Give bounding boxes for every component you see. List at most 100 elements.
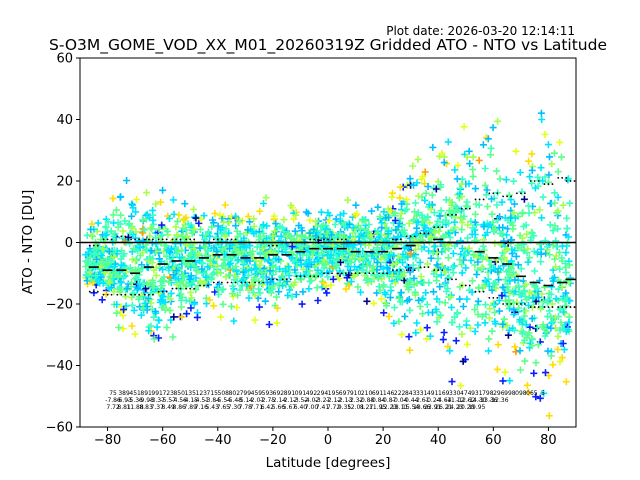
lower-percentile-dot <box>391 269 394 272</box>
data-point <box>416 303 424 310</box>
lower-percentile-dot <box>130 293 133 296</box>
data-point <box>475 284 483 292</box>
lower-percentile-dot <box>203 284 205 287</box>
data-point <box>398 200 406 208</box>
data-point <box>240 234 248 242</box>
data-point <box>548 283 556 291</box>
x-tick-label: −20 <box>259 433 286 448</box>
data-point <box>532 324 540 332</box>
data-point <box>137 311 145 319</box>
x-tick-label: −40 <box>204 433 231 448</box>
upper-percentile-dot <box>138 238 141 241</box>
data-point <box>186 251 194 259</box>
data-point <box>415 296 423 304</box>
data-point <box>225 219 233 227</box>
data-point <box>323 229 331 237</box>
upper-percentile-dot <box>506 195 509 198</box>
data-point <box>551 149 558 157</box>
data-point <box>132 274 140 281</box>
data-point <box>545 171 553 179</box>
data-point <box>430 288 437 296</box>
y-axis-label: ATO - NTO [DU] <box>20 190 36 295</box>
data-point <box>121 272 129 280</box>
data-point <box>291 227 299 235</box>
data-point <box>225 261 233 269</box>
data-point <box>533 284 541 292</box>
lower-percentile-dot <box>382 272 385 275</box>
bin-annotation-row3: 7.41 <box>316 404 330 411</box>
data-point <box>106 279 114 287</box>
lower-percentile-dot <box>492 296 495 299</box>
data-point <box>433 277 440 285</box>
data-point <box>145 327 153 335</box>
data-point <box>217 313 225 321</box>
data-point <box>560 325 568 333</box>
data-point <box>244 271 252 279</box>
data-point <box>548 319 556 327</box>
data-point <box>279 282 286 290</box>
data-point <box>187 272 195 280</box>
data-point <box>157 277 165 285</box>
data-point <box>148 247 156 255</box>
upper-percentile-dot <box>267 244 270 247</box>
data-point <box>456 295 464 303</box>
x-tick-label: 0 <box>324 433 332 448</box>
data-point <box>552 295 560 303</box>
lower-percentile-dot <box>354 272 357 275</box>
data-point <box>357 288 365 296</box>
data-point <box>414 155 422 163</box>
upper-percentile-dot <box>179 238 182 241</box>
data-point <box>396 183 404 191</box>
x-tick-label: 60 <box>485 433 502 448</box>
lower-percentile-dot <box>230 281 233 284</box>
upper-percentile-dot <box>102 238 105 241</box>
data-point <box>441 299 449 307</box>
data-point <box>380 252 388 260</box>
bin-annotation-row1: 998 <box>504 390 516 397</box>
data-point <box>391 217 399 224</box>
data-point <box>117 255 125 263</box>
data-point <box>487 151 494 159</box>
data-point <box>465 244 473 252</box>
data-point <box>502 176 510 184</box>
data-point <box>152 272 160 280</box>
data-point <box>484 135 492 143</box>
data-point <box>170 271 178 279</box>
data-point <box>320 279 328 287</box>
bin-annotation-row1: 891 <box>284 390 296 397</box>
data-point <box>439 336 447 344</box>
bin-annotation-row1: 891 <box>140 390 152 397</box>
lower-percentile-dot <box>189 287 192 290</box>
upper-percentile-dot <box>441 226 444 229</box>
data-point <box>412 231 420 239</box>
data-point <box>312 232 320 240</box>
bin-annotation-row1: 691 <box>372 390 384 397</box>
data-point <box>424 309 432 317</box>
lower-percentile-dot <box>165 290 168 293</box>
upper-percentile-dot <box>336 238 339 241</box>
data-point <box>128 279 135 287</box>
data-point <box>144 295 152 302</box>
data-point <box>263 222 271 230</box>
data-point <box>363 262 371 270</box>
lower-percentile-dot <box>185 287 188 290</box>
upper-percentile-dot <box>130 238 133 241</box>
data-point <box>102 223 110 231</box>
data-point <box>451 242 459 250</box>
data-point <box>397 289 405 296</box>
data-point <box>514 282 522 290</box>
lower-percentile-dot <box>303 275 306 278</box>
upper-percentile-dot <box>271 244 274 247</box>
data-point <box>444 254 452 262</box>
data-point <box>232 263 240 270</box>
upper-percentile-dot <box>124 235 127 238</box>
upper-percentile-dot <box>134 238 137 241</box>
bin-annotation-row1: 491 <box>427 390 439 397</box>
data-point <box>128 301 136 309</box>
data-point <box>292 211 300 219</box>
data-point <box>488 210 496 218</box>
lower-percentile-dot <box>506 303 509 305</box>
data-point <box>177 303 185 311</box>
bin-annotation-row2: -13.36 <box>478 397 498 404</box>
data-point <box>542 249 550 257</box>
